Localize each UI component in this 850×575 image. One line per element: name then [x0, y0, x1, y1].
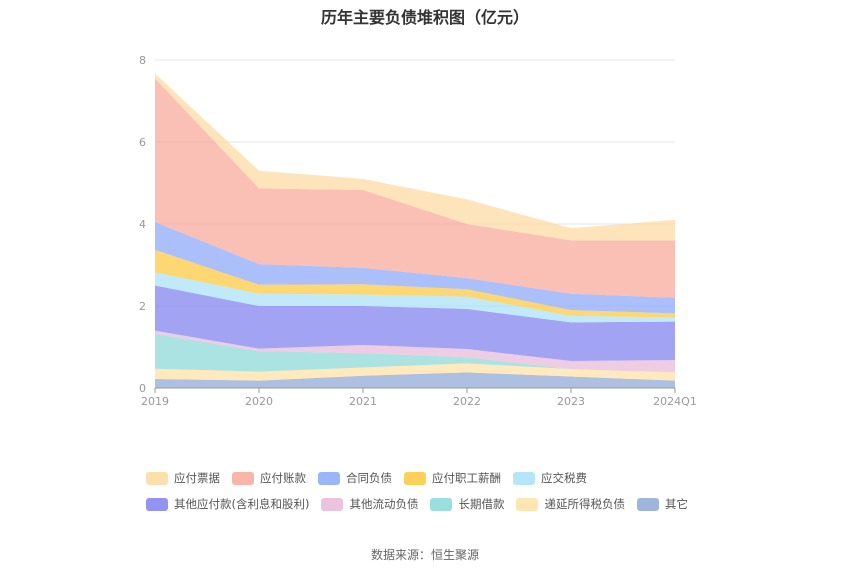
area-series-7[interactable] — [155, 221, 675, 314]
legend-item[interactable]: 其他流动负债 — [321, 496, 418, 512]
legend-label: 其他应付款(含利息和股利) — [174, 497, 310, 511]
area-series-1[interactable] — [155, 363, 675, 381]
legend-item[interactable]: 合同负债 — [318, 470, 392, 486]
y-tick-label: 8 — [139, 54, 146, 67]
legend-item[interactable]: 应交税费 — [513, 470, 587, 486]
legend-label: 其它 — [664, 497, 688, 511]
legend-label: 合同负债 — [346, 471, 392, 485]
legend-item[interactable]: 其它 — [636, 496, 688, 512]
legend-swatch — [404, 471, 426, 485]
y-tick-label: 2 — [139, 300, 146, 313]
legend-label: 应付账款 — [260, 471, 306, 485]
legend-label: 递延所得税负债 — [544, 497, 625, 511]
legend-item[interactable]: 递延所得税负债 — [516, 496, 625, 512]
legend-item[interactable]: 应付账款 — [232, 470, 306, 486]
x-tick-label: 2023 — [557, 395, 585, 408]
legend-swatch — [318, 471, 340, 485]
data-source: 数据来源：恒生聚源 — [370, 548, 479, 562]
legend-item[interactable]: 长期借款 — [430, 496, 504, 512]
legend-swatch — [516, 497, 539, 511]
legend-label: 其他流动负债 — [349, 497, 419, 511]
chart-title: 历年主要负债堆积图（亿元） — [320, 8, 529, 27]
legend-swatch — [146, 471, 168, 485]
legend-label: 应付票据 — [174, 471, 220, 485]
area-chart: 0 2 4 6 8 2019 2020 2021 2022 2023 2024Q1 — [139, 54, 697, 408]
x-tick-label: 2024Q1 — [653, 395, 697, 408]
legend-swatch — [146, 497, 168, 511]
legend: 应付票据 应付账款 合同负债 应付职工薪酬 应交税费 其他应付款(含利息和股利) 其他流动… — [146, 470, 746, 522]
legend-label: 长期借款 — [458, 497, 505, 511]
legend-swatch — [321, 497, 344, 511]
x-tick-label: 2021 — [349, 395, 377, 408]
legend-swatch — [636, 497, 659, 511]
legend-swatch — [430, 497, 453, 511]
x-tick-label: 2022 — [453, 395, 481, 408]
y-tick-label: 0 — [139, 382, 146, 395]
legend-item[interactable]: 应付职工薪酬 — [404, 470, 501, 486]
legend-label: 应交税费 — [541, 471, 587, 485]
legend-item[interactable]: 应付票据 — [146, 470, 220, 486]
area-series-4[interactable] — [155, 285, 675, 361]
area-series-5[interactable] — [155, 272, 675, 323]
area-series-2[interactable] — [155, 333, 675, 373]
area-series-3[interactable] — [155, 330, 675, 373]
y-tick-label: 4 — [139, 218, 146, 231]
area-series-0[interactable] — [155, 372, 675, 388]
legend-label: 应付职工薪酬 — [432, 471, 501, 485]
x-tick-label: 2019 — [141, 395, 169, 408]
legend-swatch — [513, 471, 535, 485]
area-series-8[interactable] — [155, 78, 675, 298]
y-tick-label: 6 — [139, 136, 146, 149]
legend-swatch — [232, 471, 254, 485]
x-tick-label: 2020 — [245, 395, 273, 408]
legend-item[interactable]: 其他应付款(含利息和股利) — [146, 496, 309, 512]
